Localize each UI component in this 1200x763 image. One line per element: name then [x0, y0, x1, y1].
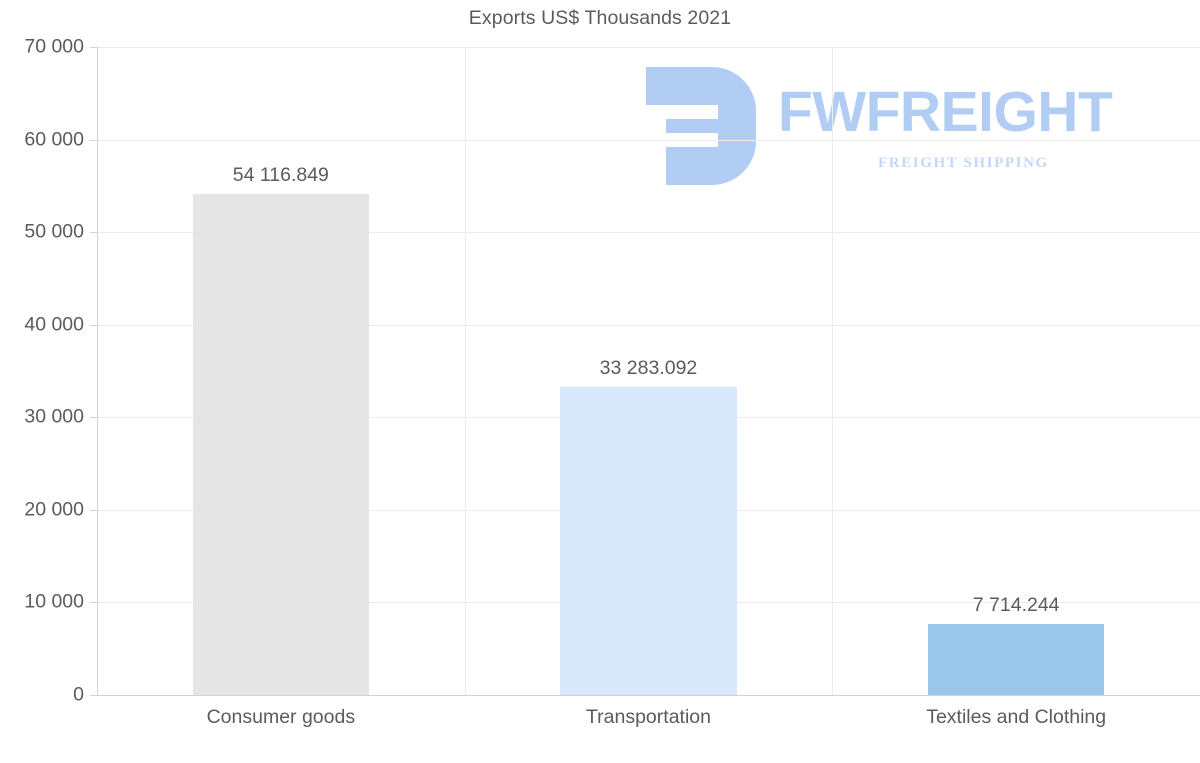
x-axis-tick-label: Consumer goods — [206, 706, 356, 728]
y-axis-tick-mark — [90, 602, 97, 604]
gridline — [832, 47, 833, 695]
y-axis-tick-label: 40 000 — [24, 313, 84, 336]
y-axis-tick-mark — [90, 417, 97, 419]
y-axis-tick-label: 70 000 — [24, 35, 84, 58]
bar-value-label: 7 714.244 — [972, 593, 1060, 616]
y-axis-tick-label: 60 000 — [24, 128, 84, 151]
y-axis-tick-mark — [90, 509, 97, 511]
y-axis-line — [97, 47, 98, 696]
gridline — [97, 139, 1200, 141]
y-axis-tick-label: 0 — [73, 683, 84, 706]
gridline — [97, 232, 1200, 234]
x-axis-line — [97, 695, 1200, 696]
y-axis-tick-mark — [90, 139, 97, 141]
y-axis-tick-mark — [90, 47, 97, 48]
bar[interactable] — [192, 194, 370, 695]
gridline — [97, 47, 1200, 48]
y-axis-tick-mark — [90, 695, 97, 696]
y-axis-tick-mark — [90, 324, 97, 326]
y-axis-tick-label: 30 000 — [24, 405, 84, 428]
chart-title: Exports US$ Thousands 2021 — [468, 7, 732, 29]
bar[interactable] — [560, 386, 737, 695]
bar-value-label: 33 283.092 — [599, 356, 698, 379]
gridline — [97, 324, 1200, 326]
bar[interactable] — [927, 623, 1105, 695]
y-axis-tick-label: 20 000 — [24, 498, 84, 521]
y-axis-tick-mark — [90, 232, 97, 234]
bar-value-label: 54 116.849 — [232, 164, 329, 187]
x-axis-tick-label: Textiles and Clothing — [926, 706, 1107, 728]
gridline — [465, 47, 466, 695]
x-axis-tick-label: Transportation — [585, 706, 711, 728]
y-axis-tick-label: 50 000 — [24, 220, 84, 243]
y-axis-tick-label: 10 000 — [24, 590, 84, 613]
plot-area — [97, 47, 1200, 696]
